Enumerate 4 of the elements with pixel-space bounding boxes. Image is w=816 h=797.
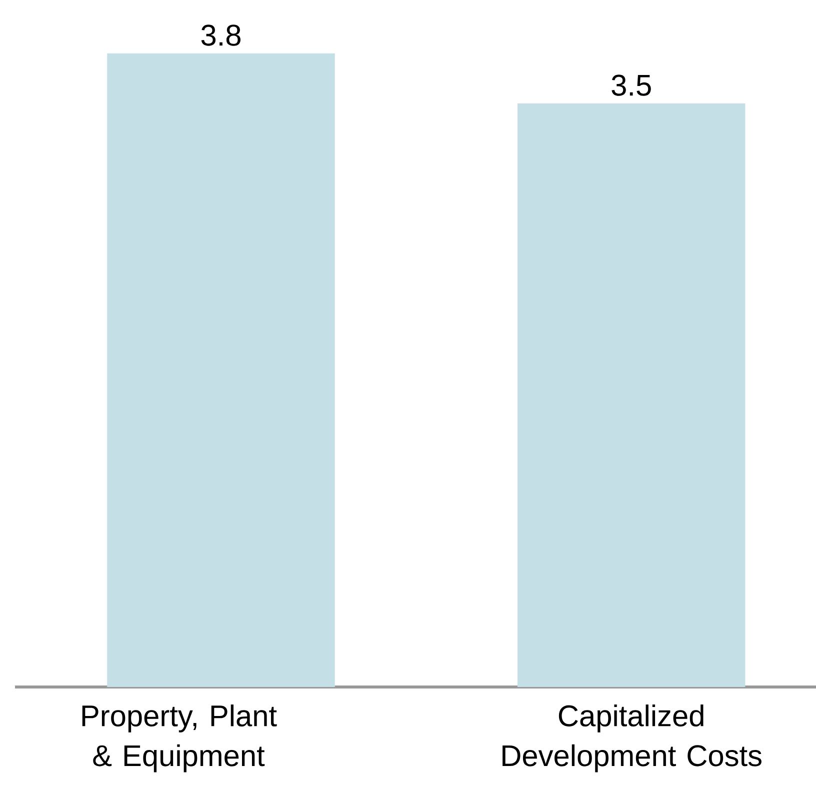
- data-label: 3.5: [612, 74, 651, 96]
- data-label: 3.8: [201, 24, 240, 46]
- x-tick-label: Property, Plant & Equipment: [82, 704, 277, 772]
- x-tick-label: Capitalized Development Costs: [502, 704, 762, 772]
